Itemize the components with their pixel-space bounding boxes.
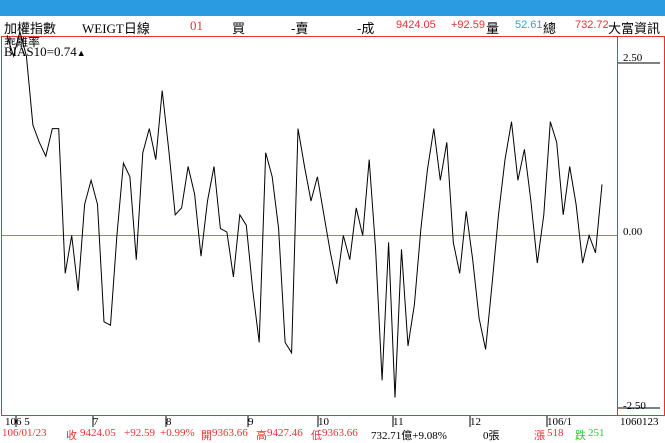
footer-close-label: 收: [66, 430, 77, 442]
footer-low-label: 低: [311, 430, 322, 442]
x-tick-label: 12: [470, 416, 481, 428]
footer-up-value: 518: [547, 427, 564, 439]
indicator-name: 乖離率: [4, 35, 41, 49]
footer-change-pct: +0.99%: [160, 427, 195, 439]
buy-label: 買: [232, 21, 246, 36]
sell-label: -賣: [291, 21, 309, 36]
footer-change: +92.59: [124, 427, 155, 439]
chart-frame: [0, 16, 665, 439]
footer-high-value: 9427.46: [267, 427, 303, 439]
deal-label: -成: [357, 21, 375, 36]
footer-down-value: 251: [588, 427, 605, 439]
x-tick-label: 1060123: [620, 416, 659, 428]
volume-label: 量: [486, 21, 500, 36]
total-value: 732.72: [575, 19, 609, 31]
header-bar: 加權指數 WEIGT日線 01 買 -賣 -成 9424.05 +92.59 量…: [0, 17, 665, 36]
footer-high-label: 高: [256, 430, 267, 442]
y-tick-bottom: -2.50: [623, 400, 646, 412]
indicator-value-text: BIAS10=0.74: [4, 44, 77, 59]
x-tick-label: 10: [318, 416, 329, 428]
price-value: 9424.05: [396, 19, 436, 31]
x-tick-label: 106/1: [547, 416, 573, 428]
index-name: 加權指數: [4, 21, 57, 36]
volume-value: 52.61: [515, 19, 543, 31]
broker-name: 大富資訊: [608, 21, 661, 36]
footer-date: 106/01/23: [2, 427, 47, 439]
footer-low-value: 9363.66: [322, 427, 358, 439]
x-tick-label: 9: [248, 416, 254, 428]
weight-label: WEIGT日線: [82, 21, 150, 36]
footer-open-value: 9363.66: [212, 427, 248, 439]
footer-down-label: 跌: [575, 430, 586, 442]
x-tick-label: 11: [393, 416, 404, 428]
footer-up-label: 漲: [534, 430, 545, 442]
footer-units: 0張: [483, 430, 500, 442]
footer-amount: 732.71億+9.08%: [371, 430, 447, 442]
x-tick-label: 7: [93, 416, 99, 428]
x-tick-label: 8: [166, 416, 172, 428]
top-bar: [0, 0, 665, 16]
indicator-value: BIAS10=0.74▲: [4, 44, 86, 60]
footer-bar: 106/01/23 收 9424.05 +92.59 +0.99% 開 9363…: [0, 427, 665, 442]
footer-close-value: 9424.05: [80, 427, 116, 439]
bias10-series-line: [6, 29, 603, 398]
change-value: +92.59: [451, 19, 485, 31]
code-label: 01: [190, 18, 203, 33]
total-label: 總: [543, 21, 557, 36]
y-tick-zero: 0.00: [623, 226, 643, 238]
y-tick-top: 2.50: [623, 52, 643, 64]
plot-area: [1, 36, 618, 416]
footer-open-label: 開: [201, 430, 212, 442]
x-tick-label: 106 5: [5, 416, 30, 428]
up-arrow-icon: ▲: [76, 48, 86, 58]
